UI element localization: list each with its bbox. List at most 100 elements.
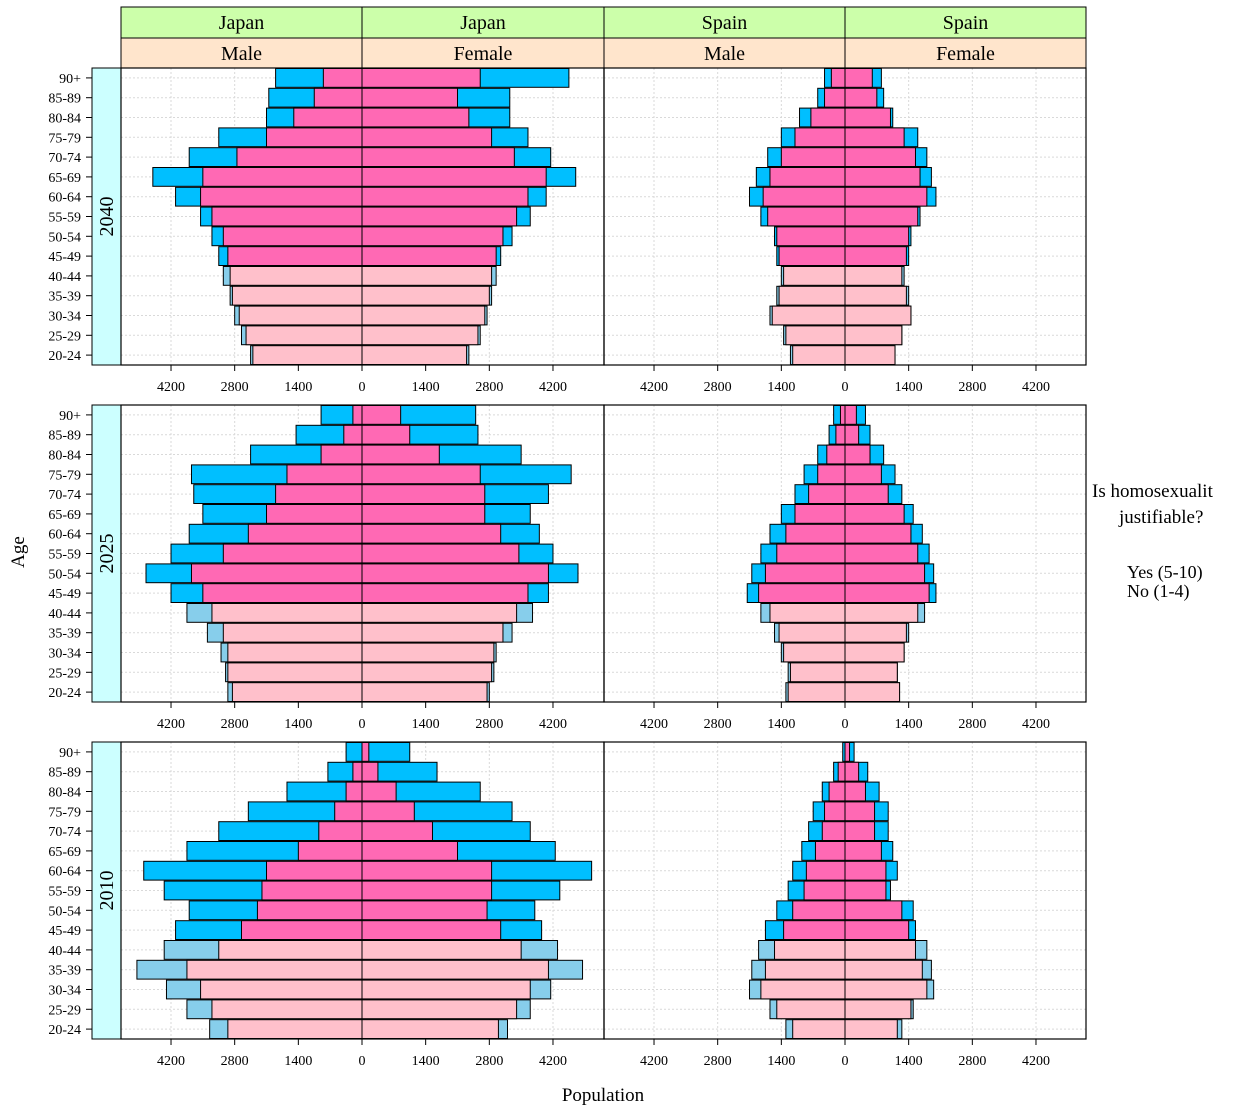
bar-yes-spain_female-50-54: [844, 900, 903, 921]
bar-yes-japan_male-25-29: [245, 325, 363, 346]
year-strip: [91, 404, 122, 703]
panel-2010: 2010 20-24 25-29 30-34 35-39 40-44 45-49 50-54 5…: [48, 741, 1087, 1069]
x-tick-label: 4200: [539, 1054, 567, 1069]
bar-yes-japan_male-30-34: [227, 642, 363, 663]
x-tick-label: 4200: [1022, 717, 1050, 732]
bar-yes-spain_male-30-34: [760, 979, 846, 1000]
age-tick-label: 85-89: [48, 429, 81, 444]
x-axis-title: Population: [562, 1085, 645, 1106]
strip-sex-2: [603, 37, 846, 69]
age-tick-label: 80-84: [48, 112, 81, 127]
bar-yes-japan_female-30-34: [361, 979, 531, 1000]
bar-yes-japan_female-60-64: [361, 523, 502, 544]
age-tick-label: 40-44: [48, 607, 81, 622]
bar-yes-spain_male-20-24: [792, 345, 846, 366]
bar-yes-spain_female-25-29: [844, 325, 903, 346]
bar-yes-spain_female-75-79: [844, 801, 876, 822]
bar-yes-spain_male-30-34: [771, 305, 846, 326]
age-tick-label: 35-39: [48, 290, 81, 305]
bar-yes-spain_female-65-69: [844, 841, 882, 861]
x-tick-label: 2800: [704, 1054, 732, 1069]
bar-yes-spain_male-35-39: [778, 622, 846, 643]
bar-yes-japan_male-80-84: [345, 781, 363, 802]
strip-sex-label: Female: [454, 43, 513, 65]
bar-yes-japan_male-85-89: [313, 87, 363, 108]
bar-yes-japan_male-35-39: [186, 959, 363, 980]
age-tick-label: 80-84: [48, 449, 81, 464]
bar-yes-japan_female-55-59: [361, 206, 518, 227]
x-tick-label: 2800: [475, 717, 503, 732]
bar-yes-japan_male-60-64: [200, 186, 363, 207]
bar-yes-japan_male-35-39: [222, 622, 363, 643]
x-tick-label: 2800: [221, 717, 249, 732]
bar-yes-spain_male-75-79: [794, 127, 846, 148]
bar-yes-japan_female-85-89: [361, 87, 458, 108]
bar-yes-spain_female-60-64: [844, 860, 887, 881]
bar-yes-japan_female-35-39: [361, 959, 549, 980]
bar-yes-japan_female-25-29: [361, 325, 479, 346]
age-tick-label: 20-24: [48, 349, 81, 364]
bar-no-japan_male-90+: [345, 742, 363, 762]
strip-country-1: [361, 6, 605, 39]
bar-yes-japan_female-80-84: [361, 107, 470, 128]
bar-yes-japan_female-35-39: [361, 622, 504, 643]
bar-yes-spain_male-35-39: [764, 959, 846, 980]
age-tick-label: 35-39: [48, 627, 81, 642]
age-tick-label: 55-59: [48, 548, 81, 563]
bar-yes-spain_male-35-39: [778, 285, 846, 306]
bar-yes-japan_female-70-74: [361, 484, 486, 505]
bar-yes-spain_male-25-29: [789, 662, 846, 683]
bar-yes-spain_female-25-29: [844, 999, 912, 1020]
bar-yes-spain_male-70-74: [808, 484, 846, 505]
bar-yes-spain_male-65-69: [769, 167, 846, 187]
bar-yes-spain_male-50-54: [792, 900, 846, 921]
bar-yes-spain_female-30-34: [844, 979, 928, 1000]
bar-yes-japan_male-20-24: [227, 1019, 363, 1040]
bar-yes-spain_male-75-79: [817, 464, 846, 485]
x-tick-label: 2800: [704, 717, 732, 732]
age-tick-label: 70-74: [48, 825, 81, 840]
age-tick-label: 35-39: [48, 964, 81, 979]
bar-yes-japan_male-45-49: [241, 920, 363, 941]
x-tick-label: 1400: [284, 1054, 312, 1069]
legend: Is homosexualit justifiable? Yes (5-10) …: [1092, 481, 1214, 602]
panels-layer: 2040 20-24 25-29 30-34 35-39 40-44 45-49 50-54 5…: [48, 67, 1087, 1069]
age-tick-label: 25-29: [48, 329, 81, 344]
bar-yes-spain_male-55-59: [803, 880, 846, 901]
y-axis-title: Age: [8, 536, 29, 568]
bar-yes-japan_female-85-89: [361, 424, 411, 445]
bar-yes-japan_female-90+: [361, 68, 481, 88]
bar-yes-spain_female-75-79: [844, 464, 882, 485]
x-tick-label: 2800: [958, 380, 986, 395]
bar-yes-japan_male-65-69: [202, 167, 363, 187]
age-tick-label: 85-89: [48, 92, 81, 107]
bar-yes-japan_female-45-49: [361, 920, 502, 941]
bar-yes-japan_female-85-89: [361, 761, 379, 782]
bar-yes-spain_female-85-89: [844, 87, 878, 108]
bar-yes-japan_male-50-54: [222, 226, 363, 247]
bar-yes-spain_male-60-64: [785, 523, 846, 544]
panel-2040: 2040 20-24 25-29 30-34 35-39 40-44 45-49 50-54 5…: [48, 67, 1087, 395]
age-tick-label: 30-34: [48, 310, 81, 325]
bar-yes-japan_male-90+: [322, 68, 363, 88]
bar-yes-japan_female-25-29: [361, 999, 518, 1020]
bar-yes-spain_female-85-89: [844, 424, 860, 445]
header-strips: Japan Male Japan Female Spain Male Spain Female: [120, 6, 1087, 69]
x-tick-label: 4200: [640, 380, 668, 395]
age-tick-label: 75-79: [48, 131, 81, 146]
x-tick-label: 4200: [1022, 1054, 1050, 1069]
bar-yes-japan_male-60-64: [247, 523, 363, 544]
age-tick-label: 65-69: [48, 845, 81, 860]
age-tick-label: 90+: [59, 409, 81, 424]
bar-yes-japan_female-25-29: [361, 662, 493, 683]
bar-yes-spain_male-45-49: [778, 246, 846, 266]
bar-yes-spain_male-70-74: [780, 147, 846, 167]
x-tick-label: 1400: [412, 1054, 440, 1069]
bar-yes-spain_male-70-74: [821, 821, 846, 842]
x-tick-label: 1400: [767, 717, 795, 732]
strip-sex-label: Female: [936, 43, 995, 65]
bar-yes-spain_male-90+: [839, 405, 846, 425]
x-tick-label: 1400: [767, 380, 795, 395]
bar-yes-spain_male-30-34: [783, 642, 846, 663]
